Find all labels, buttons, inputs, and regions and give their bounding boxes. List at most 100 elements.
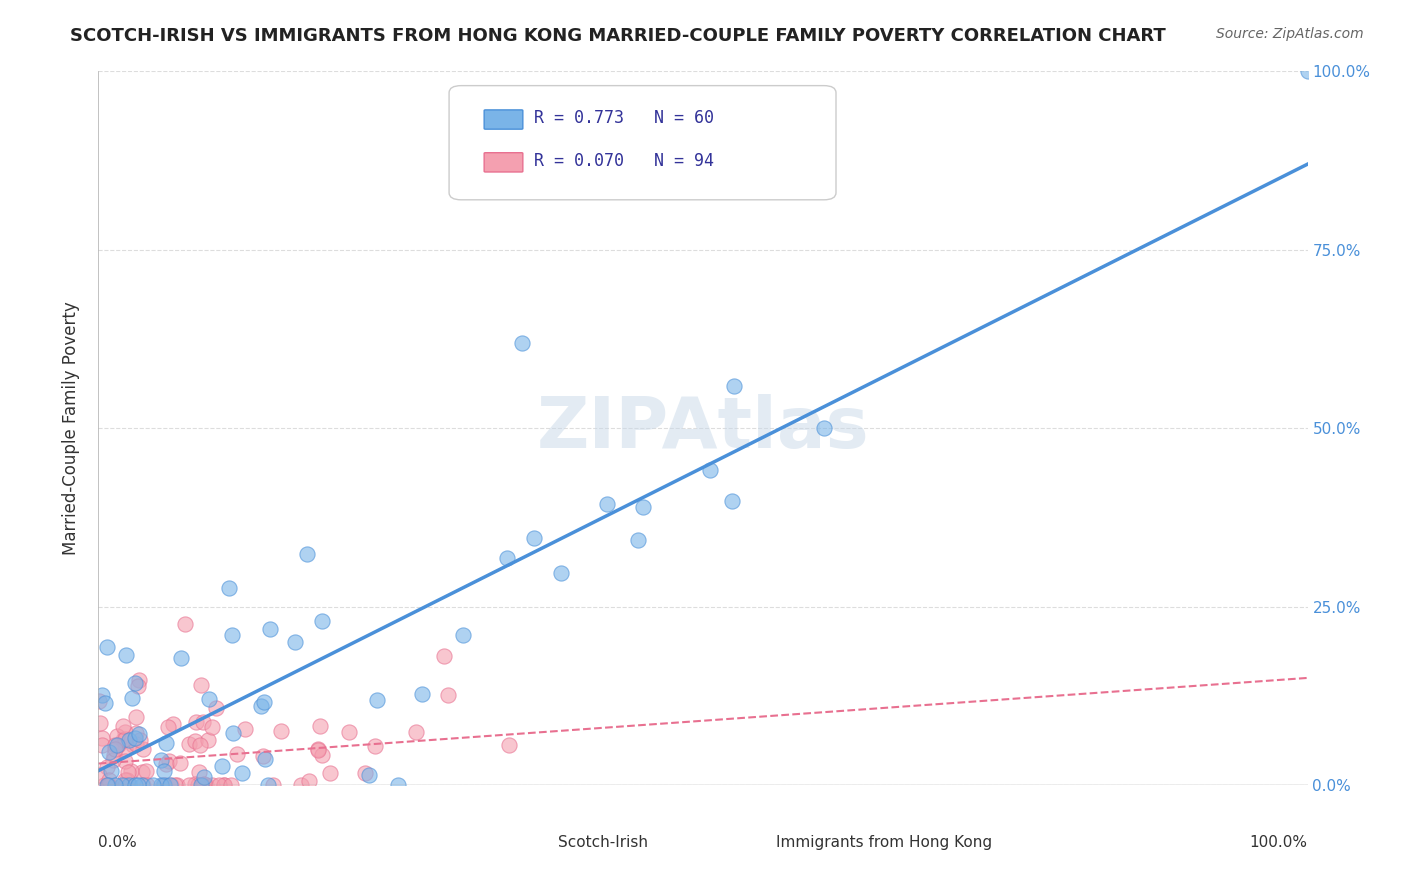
- Immigrants from Hong Kong: [93, 778, 115, 792]
- Immigrants from Hong Kong: [112, 732, 135, 747]
- Scotch-Irish: [311, 614, 333, 628]
- Scotch-Irish: [91, 688, 114, 702]
- Text: 0.0%: 0.0%: [98, 835, 138, 850]
- Immigrants from Hong Kong: [156, 721, 179, 735]
- Immigrants from Hong Kong: [114, 754, 136, 768]
- Scotch-Irish: [357, 767, 380, 781]
- Immigrants from Hong Kong: [177, 778, 200, 792]
- Immigrants from Hong Kong: [298, 773, 321, 788]
- Scotch-Irish: [510, 335, 533, 350]
- Immigrants from Hong Kong: [128, 673, 150, 687]
- Text: Source: ZipAtlas.com: Source: ZipAtlas.com: [1216, 27, 1364, 41]
- Scotch-Irish: [211, 758, 233, 772]
- Immigrants from Hong Kong: [184, 733, 207, 747]
- Text: Immigrants from Hong Kong: Immigrants from Hong Kong: [776, 835, 991, 850]
- Immigrants from Hong Kong: [114, 725, 136, 739]
- Text: R = 0.070   N = 94: R = 0.070 N = 94: [534, 152, 714, 169]
- Immigrants from Hong Kong: [89, 716, 111, 731]
- Immigrants from Hong Kong: [122, 739, 145, 753]
- Immigrants from Hong Kong: [184, 777, 207, 791]
- Immigrants from Hong Kong: [97, 773, 120, 788]
- Immigrants from Hong Kong: [114, 731, 136, 746]
- Scotch-Irish: [153, 778, 176, 792]
- Immigrants from Hong Kong: [270, 723, 292, 738]
- Immigrants from Hong Kong: [132, 742, 155, 756]
- Scotch-Irish: [105, 738, 128, 752]
- Scotch-Irish: [118, 778, 141, 792]
- Immigrants from Hong Kong: [307, 743, 329, 757]
- Scotch-Irish: [257, 778, 280, 792]
- FancyBboxPatch shape: [502, 837, 541, 854]
- Scotch-Irish: [411, 687, 433, 701]
- Scotch-Irish: [114, 648, 136, 662]
- Scotch-Irish: [723, 379, 745, 393]
- Scotch-Irish: [198, 691, 221, 706]
- Immigrants from Hong Kong: [97, 778, 120, 792]
- Immigrants from Hong Kong: [120, 764, 142, 778]
- Immigrants from Hong Kong: [96, 760, 118, 774]
- Immigrants from Hong Kong: [129, 732, 152, 747]
- Scotch-Irish: [218, 581, 240, 595]
- Immigrants from Hong Kong: [131, 764, 153, 779]
- Immigrants from Hong Kong: [308, 719, 330, 733]
- Immigrants from Hong Kong: [226, 747, 249, 761]
- Immigrants from Hong Kong: [290, 778, 312, 792]
- Scotch-Irish: [142, 778, 165, 792]
- Scotch-Irish: [451, 628, 474, 642]
- Scotch-Irish: [128, 727, 150, 741]
- Text: ZIPAtlas: ZIPAtlas: [537, 393, 869, 463]
- Scotch-Irish: [221, 628, 243, 642]
- Scotch-Irish: [170, 650, 193, 665]
- Scotch-Irish: [153, 764, 176, 778]
- Scotch-Irish: [118, 733, 141, 747]
- Scotch-Irish: [231, 766, 253, 780]
- Scotch-Irish: [150, 753, 173, 767]
- Immigrants from Hong Kong: [214, 778, 236, 792]
- Scotch-Irish: [127, 778, 149, 792]
- Scotch-Irish: [98, 745, 121, 759]
- Scotch-Irish: [104, 778, 127, 792]
- Immigrants from Hong Kong: [262, 778, 284, 792]
- Immigrants from Hong Kong: [364, 739, 387, 753]
- Immigrants from Hong Kong: [105, 729, 128, 743]
- Immigrants from Hong Kong: [432, 649, 454, 664]
- Scotch-Irish: [253, 695, 276, 709]
- Immigrants from Hong Kong: [173, 616, 195, 631]
- Immigrants from Hong Kong: [114, 742, 136, 756]
- Scotch-Irish: [387, 778, 409, 792]
- Scotch-Irish: [155, 736, 177, 750]
- Immigrants from Hong Kong: [89, 768, 111, 782]
- Immigrants from Hong Kong: [98, 778, 121, 792]
- FancyBboxPatch shape: [484, 110, 523, 129]
- Scotch-Irish: [124, 778, 146, 792]
- Text: SCOTCH-IRISH VS IMMIGRANTS FROM HONG KONG MARRIED-COUPLE FAMILY POVERTY CORRELAT: SCOTCH-IRISH VS IMMIGRANTS FROM HONG KON…: [70, 27, 1166, 45]
- Immigrants from Hong Kong: [135, 778, 157, 792]
- Scotch-Irish: [297, 547, 319, 561]
- Scotch-Irish: [121, 690, 143, 705]
- Immigrants from Hong Kong: [191, 778, 214, 792]
- Immigrants from Hong Kong: [437, 688, 460, 702]
- Immigrants from Hong Kong: [169, 756, 191, 771]
- Scotch-Irish: [111, 778, 134, 792]
- Text: R = 0.773   N = 60: R = 0.773 N = 60: [534, 109, 714, 127]
- Scotch-Irish: [94, 697, 117, 711]
- Immigrants from Hong Kong: [318, 765, 340, 780]
- Immigrants from Hong Kong: [187, 764, 209, 779]
- Scotch-Irish: [254, 752, 277, 766]
- Immigrants from Hong Kong: [188, 738, 211, 752]
- Scotch-Irish: [284, 635, 307, 649]
- Immigrants from Hong Kong: [157, 754, 180, 768]
- Scotch-Irish: [159, 778, 181, 792]
- Immigrants from Hong Kong: [337, 724, 360, 739]
- Immigrants from Hong Kong: [212, 778, 235, 792]
- Immigrants from Hong Kong: [153, 778, 176, 792]
- Immigrants from Hong Kong: [118, 778, 141, 792]
- Immigrants from Hong Kong: [205, 701, 228, 715]
- Immigrants from Hong Kong: [152, 778, 174, 792]
- Immigrants from Hong Kong: [104, 738, 127, 752]
- Scotch-Irish: [250, 699, 273, 714]
- Immigrants from Hong Kong: [114, 773, 136, 788]
- Immigrants from Hong Kong: [405, 724, 427, 739]
- Scotch-Irish: [699, 463, 721, 477]
- Immigrants from Hong Kong: [103, 748, 125, 763]
